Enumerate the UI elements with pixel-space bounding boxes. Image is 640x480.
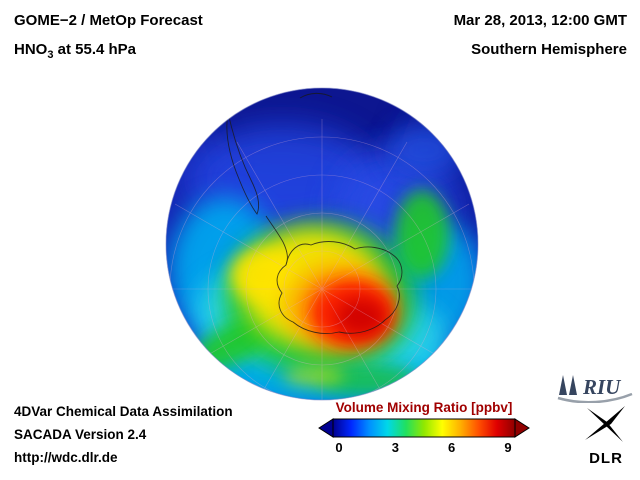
colorbar-arrow-left	[318, 418, 334, 438]
dlr-wordmark: DLR	[589, 450, 623, 467]
riu-swoosh	[557, 392, 633, 404]
colorbar-tick: 3	[391, 440, 399, 455]
colorbar-title: Volume Mixing Ratio [ppbv]	[335, 400, 513, 415]
vmr-field	[166, 88, 478, 400]
species-subscript: 3	[47, 49, 54, 61]
colorbar-gradient-bar	[318, 418, 530, 438]
colorbar: Volume Mixing Ratio [ppbv] 0 3 6 9	[318, 400, 530, 456]
header-left: GOME−2 / MetOp Forecast HNO3 at 55.4 hPa	[14, 12, 203, 61]
dlr-emblem-icon	[585, 406, 625, 442]
colorbar-tick: 9	[504, 440, 512, 455]
hemisphere-label: Southern Hemisphere	[471, 41, 627, 58]
datetime-label: Mar 28, 2013, 12:00 GMT	[453, 12, 627, 29]
footer: 4DVar Chemical Data Assimilation SACADA …	[14, 400, 233, 469]
dlr-logo: DLR	[580, 404, 632, 467]
version-label: SACADA Version 2.4	[14, 427, 147, 442]
riu-logo-svg: RIU	[557, 375, 633, 404]
product-title: GOME−2 / MetOp Forecast	[14, 12, 203, 29]
cathedral-icon	[559, 375, 577, 395]
header-right: Mar 28, 2013, 12:00 GMT Southern Hemisph…	[454, 12, 627, 58]
species-level-title: HNO3 at 55.4 hPa	[14, 41, 203, 61]
riu-logo: RIU	[556, 371, 634, 408]
colorbar-arrow-right	[514, 418, 530, 438]
wdc-url: http://wdc.dlr.de	[14, 450, 118, 465]
colorbar-tick: 0	[335, 440, 343, 455]
colorbar-ticks: 0 3 6 9	[318, 440, 530, 456]
assimilation-label: 4DVar Chemical Data Assimilation	[14, 404, 233, 419]
globe-svg	[165, 87, 479, 401]
colorbar-gradient-rect	[332, 418, 516, 438]
riu-wordmark: RIU	[582, 375, 622, 399]
species-suffix: at 55.4 hPa	[53, 41, 137, 58]
colorbar-tick: 6	[448, 440, 456, 455]
coastlines	[226, 92, 403, 334]
hemisphere-map	[162, 84, 482, 404]
vmr-field-blobs	[166, 88, 478, 400]
species-prefix: HNO	[14, 41, 48, 58]
globe-limb	[165, 87, 479, 401]
